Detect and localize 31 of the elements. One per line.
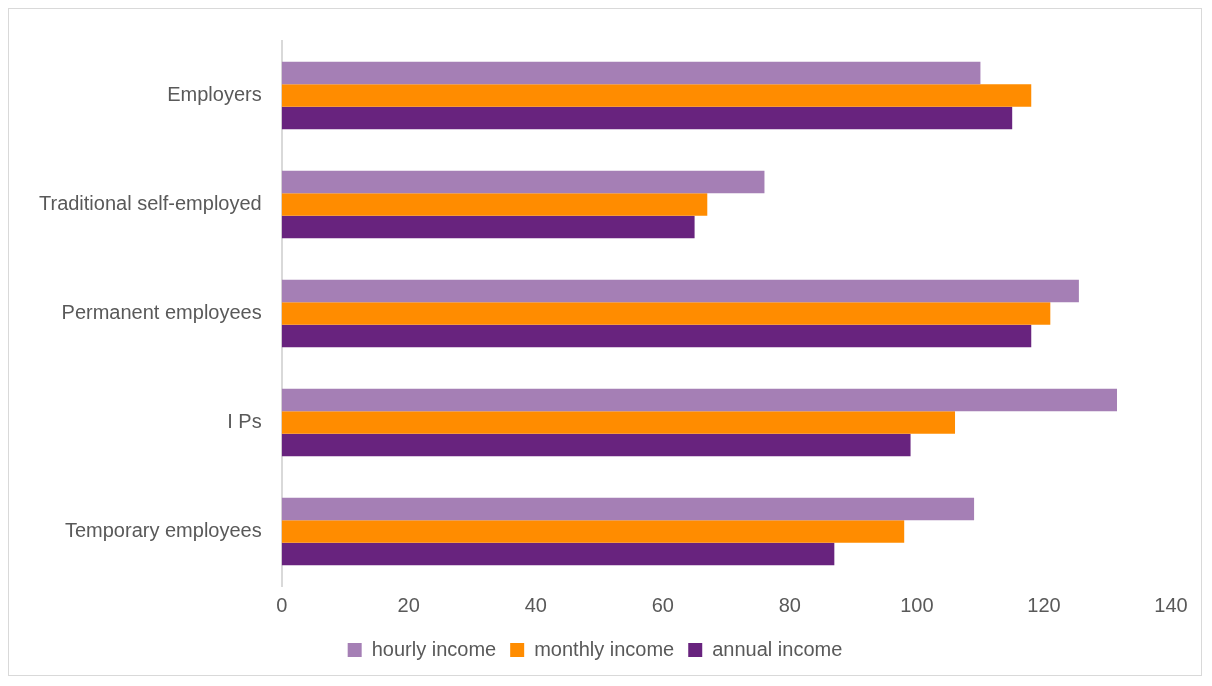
x-tick-label: 0 — [276, 593, 288, 616]
bar — [281, 170, 765, 194]
bar — [281, 61, 981, 85]
x-tick-label: 80 — [778, 593, 801, 616]
y-tick-label: I Ps — [227, 410, 262, 433]
bar — [281, 279, 1079, 303]
bar — [281, 215, 695, 239]
legend-label: annual income — [712, 637, 843, 660]
bar — [281, 411, 956, 434]
y-tick-label: Temporary employees — [64, 519, 262, 542]
y-tick-label: Traditional self-employed — [38, 192, 262, 215]
legend-label: hourly income — [371, 637, 497, 660]
bar — [281, 106, 1013, 130]
bar — [281, 433, 911, 457]
bar — [281, 388, 1118, 412]
bar — [281, 302, 1051, 325]
x-tick-label: 40 — [524, 593, 547, 616]
bar — [281, 324, 1032, 348]
bar — [281, 193, 708, 216]
bar — [281, 497, 975, 521]
y-tick-label: Permanent employees — [61, 301, 262, 324]
y-tick-label: Employers — [167, 83, 262, 106]
x-tick-label: 140 — [1154, 593, 1188, 616]
x-tick-label: 20 — [397, 593, 420, 616]
bar — [281, 542, 835, 566]
bar — [281, 84, 1032, 107]
bar — [281, 520, 905, 543]
x-tick-label: 60 — [651, 593, 674, 616]
legend-label: monthly income — [534, 637, 675, 660]
x-tick-label: 120 — [1027, 593, 1061, 616]
x-tick-label: 100 — [900, 593, 934, 616]
